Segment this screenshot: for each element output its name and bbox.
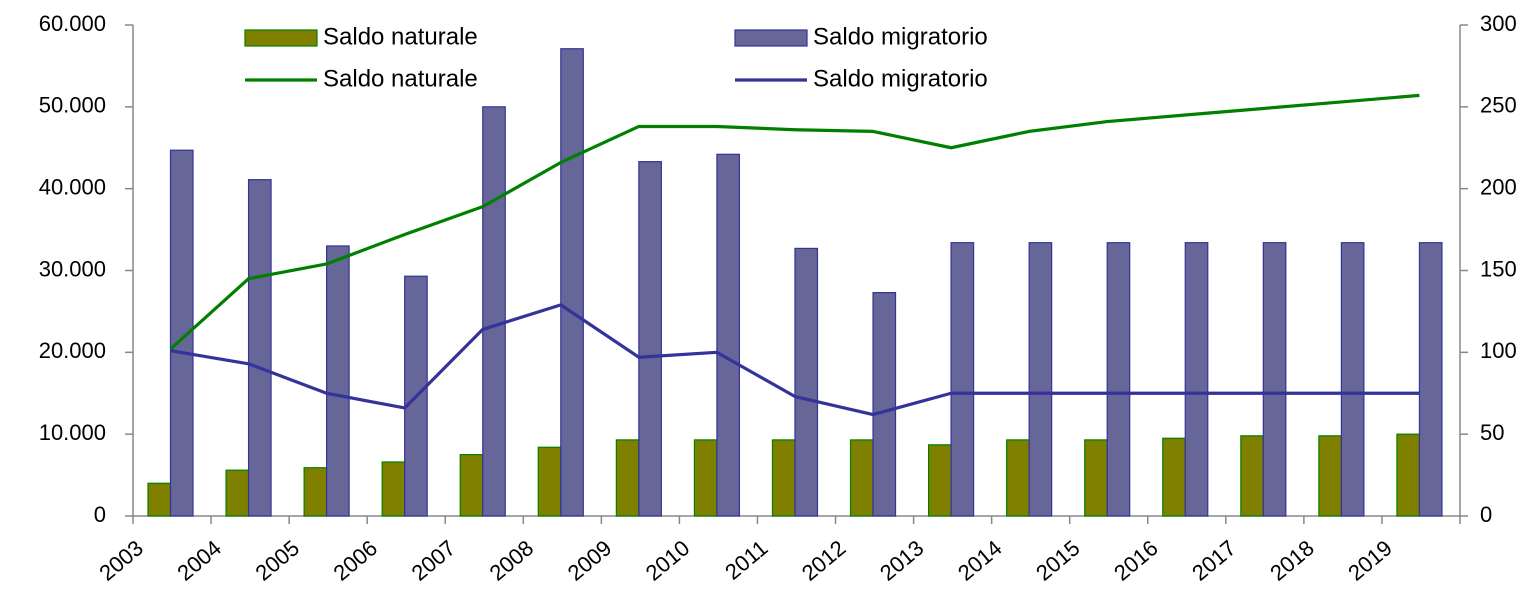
bar xyxy=(1240,435,1264,517)
bar xyxy=(560,48,584,517)
legend-label: Saldo naturale xyxy=(323,23,478,50)
bar xyxy=(247,179,272,517)
line-series xyxy=(170,303,1420,417)
y2-tick-label: 200 xyxy=(1480,174,1517,199)
bar xyxy=(716,153,741,517)
y2-tick-label: 300 xyxy=(1480,11,1517,36)
x-tick-label: 2010 xyxy=(641,535,695,586)
bar xyxy=(638,161,662,517)
y2-tick-label: 100 xyxy=(1480,338,1517,363)
y-tick-label: 20.000 xyxy=(39,338,106,363)
y2-tick-label: 150 xyxy=(1480,256,1517,281)
y2-tick-label: 0 xyxy=(1480,502,1492,527)
x-tick-label: 2003 xyxy=(94,535,148,586)
bar xyxy=(1162,437,1186,517)
bar xyxy=(950,242,975,517)
line-series xyxy=(169,93,1420,351)
x-tick-label: 2004 xyxy=(172,535,226,586)
legend-swatch xyxy=(244,29,318,47)
y-tick-label: 10.000 xyxy=(39,420,106,445)
bar xyxy=(147,482,172,517)
bar xyxy=(1084,439,1108,517)
bar xyxy=(459,454,484,517)
x-tick-label: 2018 xyxy=(1265,535,1319,586)
bar xyxy=(225,469,250,517)
legend-label: Saldo migratorio xyxy=(813,23,988,50)
bar xyxy=(303,467,328,517)
x-tick-label: 2011 xyxy=(720,535,772,585)
y-tick-label: 50.000 xyxy=(39,93,106,118)
bar xyxy=(169,149,194,517)
bar xyxy=(1106,242,1131,517)
bar xyxy=(849,439,874,517)
bar xyxy=(326,245,350,517)
bar xyxy=(872,291,897,517)
legend-swatch xyxy=(734,29,808,47)
y2-tick-label: 250 xyxy=(1480,93,1517,118)
y-tick-label: 0 xyxy=(94,502,106,527)
x-tick-label: 2008 xyxy=(485,535,539,586)
bar xyxy=(1418,242,1443,517)
x-tick-label: 2014 xyxy=(953,535,1007,586)
bar xyxy=(1262,242,1287,517)
bar xyxy=(1396,433,1421,517)
y2-tick-label: 50 xyxy=(1480,420,1504,445)
x-tick-label: 2013 xyxy=(875,535,929,586)
y-tick-label: 40.000 xyxy=(39,174,106,199)
bar xyxy=(381,461,406,517)
bar xyxy=(1184,242,1209,517)
x-tick-label: 2017 xyxy=(1187,535,1241,586)
x-tick-label: 2015 xyxy=(1031,535,1085,586)
x-tick-label: 2016 xyxy=(1109,535,1163,586)
x-tick-label: 2005 xyxy=(250,535,304,586)
x-tick-label: 2009 xyxy=(563,535,617,586)
bar xyxy=(1318,435,1342,517)
y-tick-label: 30.000 xyxy=(39,256,106,281)
bar xyxy=(1028,242,1053,517)
bar xyxy=(693,439,718,517)
bar xyxy=(482,106,506,517)
bar xyxy=(615,439,640,517)
x-tick-label: 2007 xyxy=(407,535,461,586)
bar xyxy=(537,446,562,517)
legend-label: Saldo migratorio xyxy=(813,65,988,92)
bar xyxy=(927,444,952,517)
bar xyxy=(794,247,819,517)
bar xyxy=(771,439,796,517)
legend-label: Saldo naturale xyxy=(323,65,478,92)
x-tick-label: 2006 xyxy=(329,535,383,586)
y-tick-label: 60.000 xyxy=(39,11,106,36)
x-tick-label: 2012 xyxy=(797,535,851,586)
bar xyxy=(1006,439,1030,517)
x-tick-label: 2019 xyxy=(1343,535,1397,586)
bar xyxy=(1340,242,1365,517)
